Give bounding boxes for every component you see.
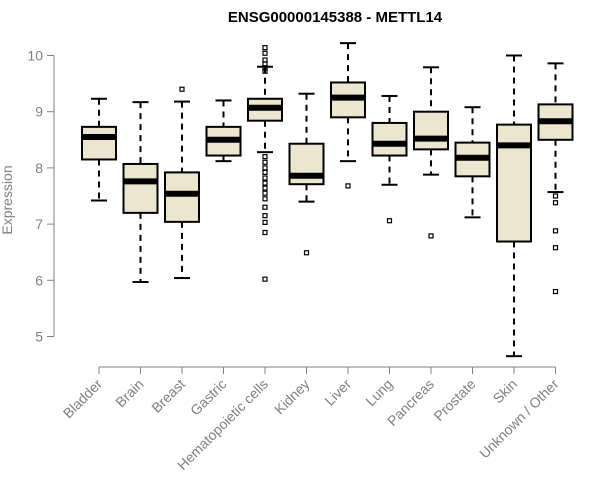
- box-hematopoietic-cells: [247, 45, 283, 282]
- y-tick-label: 9: [35, 104, 43, 120]
- box-liver: [330, 42, 366, 189]
- y-tick-label: 5: [35, 329, 43, 345]
- x-tick-label: Liver: [321, 376, 354, 409]
- x-tick-label: Bladder: [60, 376, 106, 422]
- iqr-box: [164, 171, 200, 223]
- outlier-point: [262, 204, 268, 210]
- outlier-point: [552, 245, 559, 251]
- y-tick-label: 8: [35, 160, 43, 176]
- box-bladder: [81, 97, 117, 202]
- box-brain: [122, 101, 159, 283]
- outlier-point: [262, 175, 268, 181]
- box-gastric: [205, 99, 242, 163]
- outlier-point: [262, 213, 268, 219]
- outlier-point: [262, 165, 268, 171]
- outlier-point: [262, 185, 268, 191]
- x-tick-label: Brain: [112, 376, 146, 410]
- y-tick-label: 7: [35, 216, 43, 232]
- iqr-box: [496, 123, 532, 243]
- outlier-point: [262, 169, 268, 175]
- outlier-point: [262, 159, 268, 165]
- x-tick-label: Unknown / Other: [476, 376, 562, 462]
- outlier-point: [262, 180, 268, 186]
- box-breast: [164, 86, 200, 280]
- x-tick-label: Breast: [148, 376, 188, 416]
- iqr-box: [122, 162, 159, 214]
- outlier-point: [179, 86, 185, 92]
- iqr-box: [371, 121, 408, 157]
- box-skin: [496, 54, 532, 358]
- box-lung: [371, 94, 408, 224]
- outlier-point: [386, 218, 393, 224]
- y-axis: 5 6 7 8 9 10: [27, 48, 55, 345]
- y-tick-label: 6: [35, 272, 43, 288]
- outlier-point: [345, 183, 351, 189]
- y-axis-title: Expression: [0, 165, 15, 234]
- x-tick-label: Kidney: [271, 376, 313, 418]
- outlier-point: [262, 219, 268, 226]
- box-kidney: [288, 92, 325, 256]
- outlier-point: [262, 229, 268, 236]
- outlier-point: [552, 193, 559, 199]
- y-tick-label: 10: [27, 48, 43, 64]
- box-prostate: [454, 106, 491, 219]
- outlier-point: [552, 228, 559, 234]
- outlier-point: [262, 154, 268, 160]
- x-tick-label: Lung: [362, 376, 395, 409]
- boxes-group: [81, 42, 574, 358]
- outlier-point: [262, 65, 268, 71]
- box-unknown-other: [537, 62, 574, 295]
- outlier-point: [552, 288, 559, 295]
- x-tick-label: Skin: [490, 376, 521, 407]
- outlier-point: [552, 200, 559, 206]
- chart-title: ENSG00000145388 - METTL14: [228, 9, 443, 26]
- outlier-point: [262, 45, 268, 51]
- iqr-box: [81, 125, 117, 161]
- outlier-point: [303, 250, 310, 256]
- iqr-box: [413, 110, 449, 151]
- outlier-point: [262, 50, 268, 56]
- outlier-point: [262, 196, 268, 202]
- outlier-point: [262, 276, 268, 282]
- x-tick-label: Prostate: [430, 376, 478, 424]
- outlier-point: [262, 68, 268, 74]
- outlier-point: [262, 190, 268, 196]
- box-pancreas: [413, 66, 449, 239]
- outlier-point: [428, 233, 434, 239]
